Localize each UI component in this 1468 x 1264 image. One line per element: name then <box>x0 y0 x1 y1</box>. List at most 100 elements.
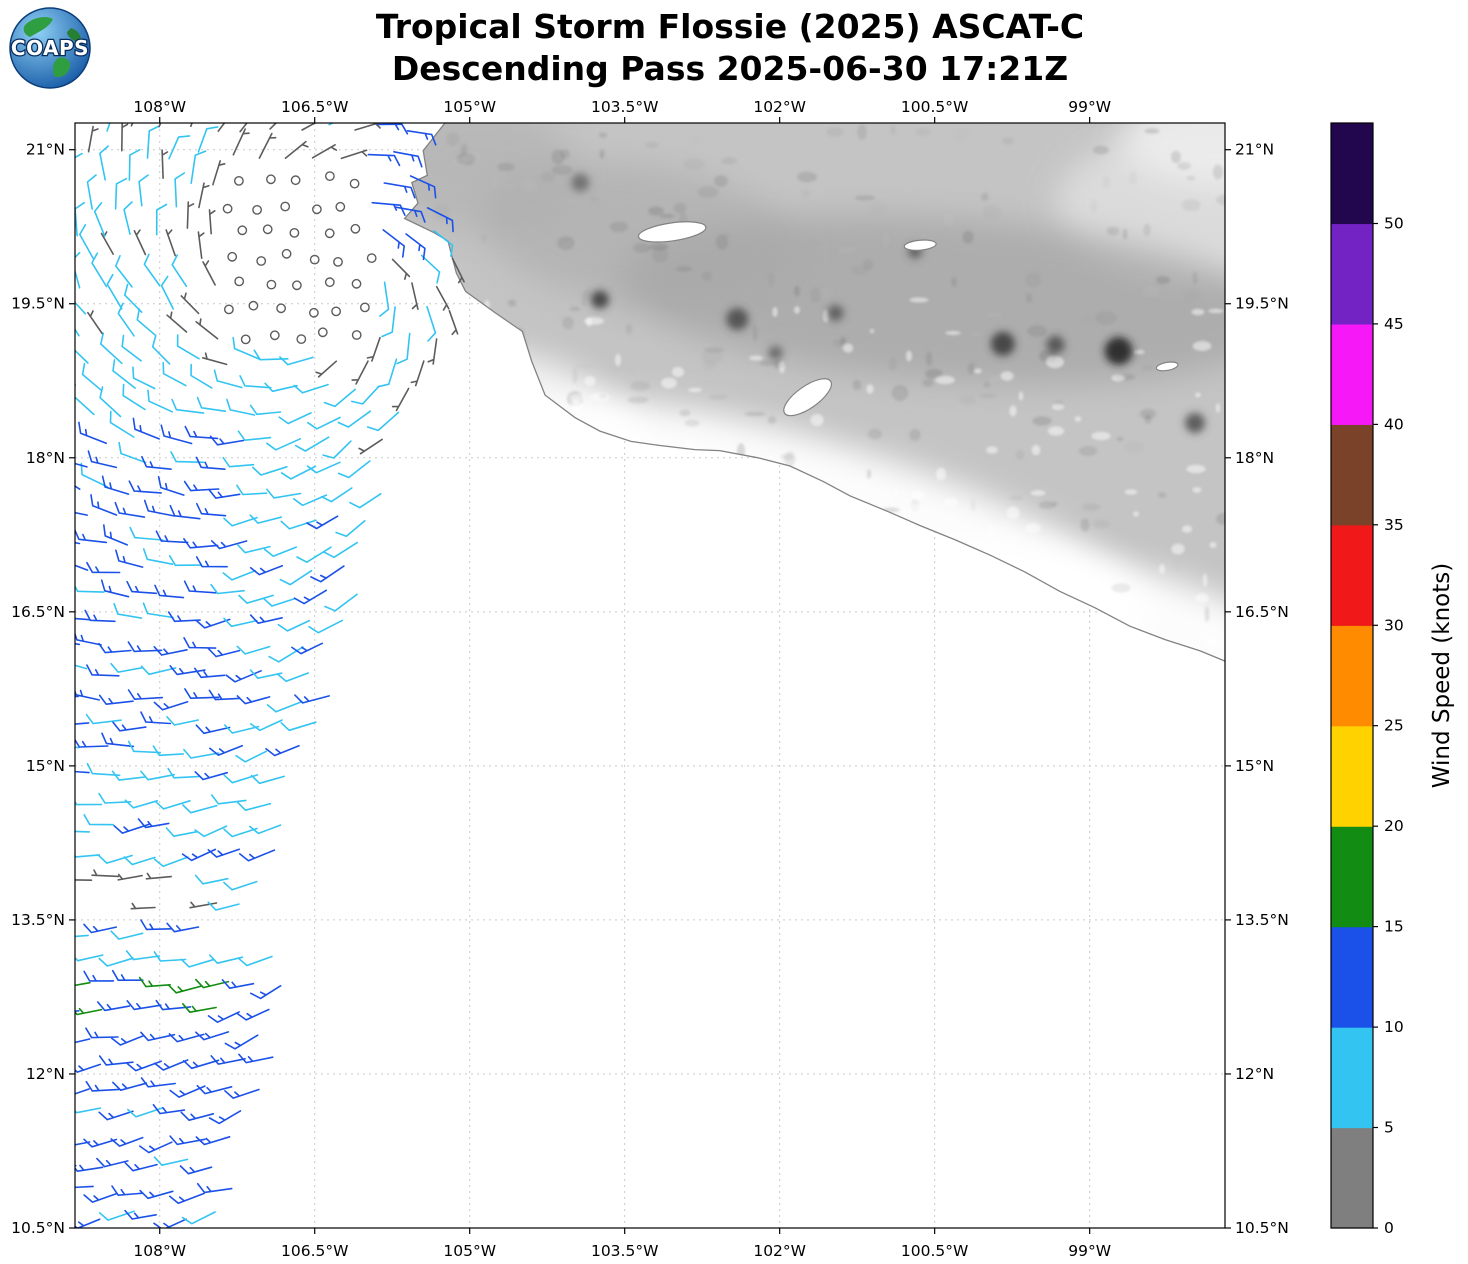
calm-wind-circle <box>324 228 335 239</box>
wind-barb <box>379 281 390 317</box>
wind-barb <box>75 1010 80 1012</box>
wind-barb <box>155 203 168 236</box>
wind-barb <box>127 740 162 754</box>
wind-barb <box>137 818 170 829</box>
wind-barb <box>75 954 104 962</box>
wind-barb <box>167 767 200 779</box>
wind-barb <box>100 332 123 365</box>
wind-barb <box>308 619 344 634</box>
wind-barb <box>268 646 304 663</box>
wind-barb <box>111 1185 144 1196</box>
wind-barb <box>124 799 158 809</box>
wind-barb <box>235 750 268 763</box>
calm-wind-circle <box>269 330 280 341</box>
wind-barb <box>110 662 143 673</box>
wind-barb <box>91 252 108 288</box>
wind-barb <box>196 396 227 412</box>
colorbar-tick-label: 25 <box>1384 717 1404 735</box>
wind-barb <box>75 1088 90 1095</box>
wind-barb <box>395 206 426 223</box>
wind-barb <box>207 848 241 858</box>
wind-barb <box>78 421 107 445</box>
x-tick-label-bottom: 105°W <box>443 1242 496 1260</box>
y-tick-label-right: 10.5°N <box>1235 1219 1289 1237</box>
wind-barb <box>250 985 282 1000</box>
wind-barb <box>87 310 103 335</box>
x-tick-label-bottom: 100.5°W <box>901 1242 968 1260</box>
mountain-peak-spot <box>571 173 590 192</box>
wind-barb <box>406 130 437 146</box>
wind-barb <box>112 721 147 732</box>
wind-barb <box>121 334 142 362</box>
y-tick-label-left: 10.5°N <box>11 1219 65 1237</box>
wind-barb <box>98 957 134 967</box>
globe-landmass-south <box>53 57 71 77</box>
wind-barb <box>232 336 262 361</box>
wind-barb <box>126 1000 162 1011</box>
wind-barb <box>307 416 341 430</box>
wind-barb <box>41 956 72 964</box>
y-tick-label-left: 12°N <box>26 1065 65 1083</box>
wind-barb <box>171 254 188 288</box>
calm-wind-circle <box>276 303 286 314</box>
wind-barb <box>85 713 122 725</box>
wind-barb <box>165 229 176 257</box>
wind-barb <box>103 524 128 546</box>
wind-barb <box>42 1107 73 1116</box>
wind-barb <box>141 455 172 470</box>
wind-barb <box>213 369 243 389</box>
wind-barb <box>113 603 143 619</box>
wind-barb <box>153 646 188 656</box>
wind-barb <box>278 412 312 425</box>
wind-barb <box>181 1211 216 1225</box>
calm-wind-circle <box>281 248 292 259</box>
wind-barb <box>197 231 205 259</box>
wind-barb <box>212 160 226 186</box>
wind-barb <box>166 311 188 333</box>
wind-barb <box>98 1210 135 1221</box>
wind-barb <box>249 404 282 416</box>
wind-barb <box>75 1141 91 1146</box>
wind-barb <box>75 1185 94 1189</box>
wind-barb <box>136 308 157 337</box>
lakes-layer <box>637 221 1179 417</box>
wind-barb <box>75 830 91 833</box>
wind-barb <box>190 363 213 389</box>
wind-barb <box>249 614 283 624</box>
wind-barb <box>208 689 241 701</box>
wind-barb <box>320 487 353 503</box>
wind-barb <box>195 556 228 568</box>
wind-barb <box>211 794 247 805</box>
wind-barb <box>142 548 174 565</box>
wind-barb <box>225 670 262 683</box>
wind-barb <box>183 480 220 492</box>
wind-barb <box>323 541 358 559</box>
wind-barb <box>238 1053 274 1064</box>
calm-wind-circle <box>317 327 328 338</box>
wind-barb <box>83 814 115 826</box>
wind-barb <box>114 501 146 518</box>
wind-barbs-layer <box>41 123 465 1228</box>
wind-barb <box>86 561 121 574</box>
wind-barb <box>195 724 231 735</box>
colorbar-tick-label: 45 <box>1384 315 1404 333</box>
plot-frame <box>74 122 1226 1229</box>
wind-barb <box>93 202 106 237</box>
wind-barb <box>112 1081 148 1091</box>
wind-barb <box>167 984 203 994</box>
calm-wind-circle <box>266 279 277 290</box>
calm-wind-circle <box>309 254 320 265</box>
wind-barb <box>249 514 282 524</box>
colorbar-tick-label: 35 <box>1384 516 1404 534</box>
wind-barb <box>75 301 87 315</box>
wind-barb <box>236 645 271 655</box>
wind-barb <box>190 123 193 128</box>
colorbar-band <box>1331 323 1373 425</box>
chart-title-line2: Descending Pass 2025-06-30 17:21Z <box>391 49 1069 89</box>
colorbar-band <box>1331 926 1373 1028</box>
wind-barb <box>111 969 144 981</box>
wind-barb <box>405 233 426 261</box>
wind-barb <box>75 738 109 748</box>
wind-barb <box>75 152 83 159</box>
calm-wind-circle <box>333 256 343 267</box>
